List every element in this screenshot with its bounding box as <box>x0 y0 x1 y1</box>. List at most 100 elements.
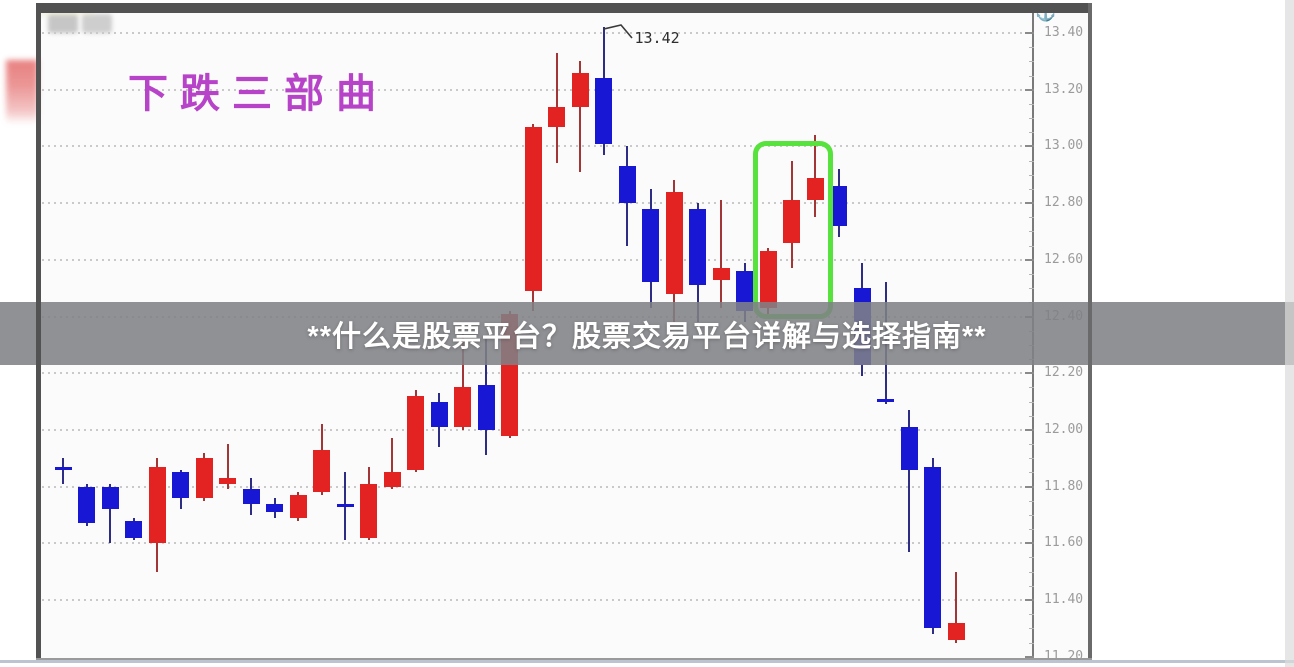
axis-label: 11.20 <box>1044 648 1084 660</box>
axis-minor-tick <box>1029 61 1034 63</box>
axis-minor-tick <box>1029 160 1034 162</box>
candle-body <box>618 166 636 204</box>
candle-body <box>430 401 448 428</box>
axis-minor-tick <box>1029 387 1034 389</box>
axis-minor-tick <box>1029 288 1034 290</box>
axis-minor-tick <box>1029 231 1034 233</box>
highlight-box <box>753 140 833 320</box>
candle-body <box>266 503 283 513</box>
candle-body <box>689 208 706 286</box>
candle-body <box>242 489 260 504</box>
candle-wick <box>814 135 816 218</box>
candle-wick <box>109 483 111 544</box>
candle-wick <box>62 458 64 484</box>
axis-minor-tick <box>1029 174 1034 176</box>
candle-body <box>313 449 330 493</box>
candle-body <box>219 478 236 484</box>
axis-minor-tick <box>1029 401 1034 403</box>
axis-label: 12.80 <box>1044 195 1084 211</box>
candle-body <box>642 208 659 283</box>
candle-body <box>924 466 941 629</box>
axis-minor-tick <box>1029 415 1034 417</box>
axis-minor-tick <box>1029 75 1034 77</box>
candle-body <box>101 486 119 510</box>
candle-wick <box>955 571 957 643</box>
callout-leader-line <box>603 24 633 39</box>
axis-major-tick <box>1025 599 1034 601</box>
axis-major-tick <box>1025 32 1034 34</box>
price-callout: 13.42 <box>634 29 680 48</box>
axis-major-tick <box>1025 88 1034 91</box>
axis-major-tick <box>1025 258 1034 261</box>
candle-body <box>759 251 777 308</box>
axis-label: 11.80 <box>1044 478 1084 494</box>
axis-major-tick <box>1025 485 1034 488</box>
axis-minor-tick <box>1029 529 1034 531</box>
axis-major-tick <box>1025 372 1034 375</box>
frame-border-top <box>36 3 1092 13</box>
axis-major-tick <box>1025 542 1034 545</box>
frame-border-right <box>1088 3 1092 660</box>
axis-major-tick <box>1025 202 1034 205</box>
axis-minor-tick <box>1029 557 1034 559</box>
candle-body <box>477 384 495 430</box>
blurred-watermark <box>48 14 78 33</box>
gridline <box>42 485 1032 488</box>
candle-body <box>336 503 354 507</box>
axis-label: 12.00 <box>1044 421 1084 437</box>
axis-label: 13.20 <box>1044 81 1084 97</box>
candle-body <box>360 483 377 538</box>
candle-body <box>665 191 683 294</box>
candle-body <box>78 486 95 524</box>
candle-wick <box>908 410 910 552</box>
axis-major-tick <box>1025 655 1034 658</box>
candle-body <box>524 126 542 291</box>
candle-body <box>289 495 307 518</box>
axis-minor-tick <box>1029 188 1034 190</box>
gridline <box>42 372 1032 375</box>
candle-body <box>900 427 918 470</box>
gridline <box>42 428 1032 431</box>
axis-minor-tick <box>1029 47 1034 49</box>
candle-body <box>407 395 424 470</box>
axis-label: 11.40 <box>1044 592 1084 607</box>
frame-border-left <box>36 3 41 660</box>
article-title-banner: **什么是股票平台？股票交易平台详解与选择指南** <box>0 302 1294 365</box>
axis-label: 11.60 <box>1044 535 1084 551</box>
axis-minor-tick <box>1029 500 1034 502</box>
candle-body <box>736 271 753 311</box>
axis-label: 12.60 <box>1044 251 1084 267</box>
candle-body <box>172 472 189 498</box>
axis-minor-tick <box>1029 245 1034 247</box>
gridline <box>42 542 1032 545</box>
axis-label: 13.40 <box>1044 25 1084 40</box>
candle-body <box>877 398 894 402</box>
axis-minor-tick <box>1029 642 1034 644</box>
gridline <box>42 32 1032 34</box>
hand-annotation-downtrend-trilogy: 下跌三部曲 <box>128 71 388 116</box>
gridline <box>42 88 1032 91</box>
frame-border-bottom <box>36 658 1092 660</box>
article-title: **什么是股票平台？股票交易平台详解与选择指南** <box>307 320 987 353</box>
candle-body <box>712 268 730 280</box>
blurred-watermark <box>82 14 112 33</box>
page-right-edge <box>1285 0 1294 667</box>
axis-minor-tick <box>1029 571 1034 573</box>
candle-wick <box>579 61 581 172</box>
axis-minor-tick <box>1029 628 1034 630</box>
pink-smudge-watermark <box>6 60 38 124</box>
axis-minor-tick <box>1029 472 1034 474</box>
candle-body <box>830 186 847 226</box>
axis-label: 12.20 <box>1044 365 1084 381</box>
axis-minor-tick <box>1029 273 1034 275</box>
axis-minor-tick <box>1029 118 1034 120</box>
axis-minor-tick <box>1029 132 1034 134</box>
axis-minor-tick <box>1029 614 1034 616</box>
axis-minor-tick <box>1029 585 1034 587</box>
candle-wick <box>461 322 464 430</box>
axis-minor-tick <box>1029 217 1034 219</box>
page-bottom-divider <box>0 660 1294 663</box>
candle-body <box>383 472 401 487</box>
axis-minor-tick <box>1029 444 1034 446</box>
